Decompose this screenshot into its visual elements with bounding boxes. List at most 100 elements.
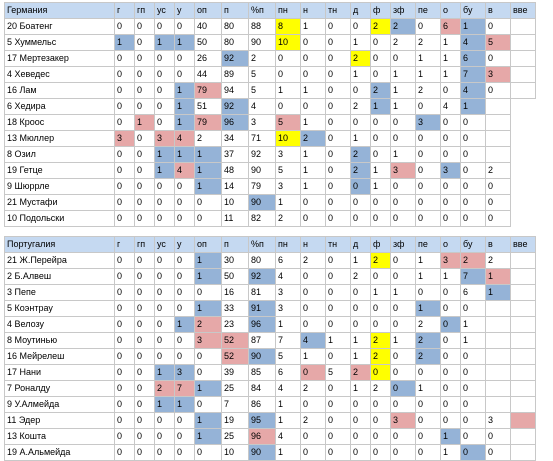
stat-cell [485, 130, 511, 147]
stat-cell: 0 [460, 130, 486, 147]
player-name-cell: 16 Лам [4, 82, 115, 99]
stat-cell [510, 252, 536, 269]
stat-cell: 0 [325, 412, 351, 429]
player-row: 20 Боатенг 0 0 0 0 40 80 88 8 1 0 0 2 2 0 6 1 0 [4, 18, 536, 35]
stat-cell: 0 [460, 364, 486, 381]
stat-cell: 0 [350, 284, 371, 301]
stat-cell: 0 [440, 300, 461, 317]
stat-cell: 79 [248, 178, 276, 195]
stat-cell: 2 [370, 82, 391, 99]
stat-cell: 50 [194, 34, 222, 51]
stat-cell: 6 [275, 252, 301, 269]
stat-cell: 71 [248, 130, 276, 147]
stat-header: пе [415, 236, 441, 253]
stat-cell: 0 [350, 82, 371, 99]
stat-cell: 0 [390, 348, 416, 365]
stat-cell: 2 [154, 380, 175, 397]
stat-cell [510, 34, 536, 51]
stat-cell: 96 [248, 316, 276, 333]
stat-cell: 1 [154, 34, 175, 51]
stat-cell: 1 [350, 252, 371, 269]
stat-cell: 0 [174, 300, 195, 317]
stat-cell: 0 [154, 332, 175, 349]
stat-cell: 3 [390, 412, 416, 429]
stat-cell: 10 [221, 194, 249, 211]
stat-cell: 16 [221, 284, 249, 301]
stat-cell: 1 [415, 268, 441, 285]
stat-cell: 2 [485, 162, 511, 179]
stat-cell: 0 [415, 146, 441, 163]
stat-cell: 33 [221, 300, 249, 317]
stat-cell: 5 [275, 348, 301, 365]
stat-cell: 2 [415, 332, 441, 349]
stat-cell: 0 [154, 66, 175, 83]
player-row: 5 Хуммельс 1 0 1 1 50 80 90 10 0 0 1 0 2 2 1 4 5 [4, 34, 536, 51]
stat-cell: 0 [325, 348, 351, 365]
stat-cell: 0 [415, 98, 441, 115]
stat-cell: 0 [114, 284, 135, 301]
player-name-cell: 16 Мейрелеш [4, 348, 115, 365]
stat-cell: 0 [325, 82, 351, 99]
stat-cell: 0 [370, 412, 391, 429]
stat-cell: 1 [415, 300, 441, 317]
stat-cell: 1 [194, 146, 222, 163]
stat-cell: 1 [390, 146, 416, 163]
stat-cell: 0 [390, 364, 416, 381]
stat-cell: 86 [248, 396, 276, 413]
stat-cell: 1 [194, 380, 222, 397]
stat-cell [485, 396, 511, 413]
stat-cell: 95 [248, 412, 276, 429]
stat-header: тн [325, 2, 351, 19]
stat-cell: 0 [154, 300, 175, 317]
player-row: 13 Кошта 0 0 0 0 1 25 96 4 0 0 0 0 0 0 1 0 0 [4, 428, 536, 445]
stat-cell: 0 [154, 316, 175, 333]
stat-cell: 5 [325, 364, 351, 381]
stat-cell: 0 [114, 364, 135, 381]
stat-cell: 0 [300, 284, 326, 301]
stat-cell [510, 50, 536, 67]
stat-cell [510, 82, 536, 99]
stat-cell [510, 66, 536, 83]
stat-cell: 0 [174, 444, 195, 461]
stat-cell: 2 [415, 348, 441, 365]
stat-cell: 0 [390, 178, 416, 195]
player-row: 17 Нани 0 0 1 3 0 39 85 6 0 5 2 0 0 0 0 0 [4, 364, 536, 381]
stat-cell: 1 [300, 82, 326, 99]
stat-header: %п [248, 236, 276, 253]
stat-cell: 0 [114, 178, 135, 195]
player-row: 2 Б.Алвеш 0 0 0 0 1 50 92 4 0 0 2 0 0 1 1 7 1 [4, 268, 536, 285]
stat-cell: 25 [221, 380, 249, 397]
stat-cell [510, 380, 536, 397]
stat-cell: 0 [154, 82, 175, 99]
stat-cell: 3 [415, 114, 441, 131]
player-row: 11 Эдер 0 0 0 0 1 19 95 1 2 0 0 0 3 0 0 0 3 [4, 412, 536, 429]
portugal-header-row: Португалия г гп ус у оп п %п пн н тн д ф зф пе о бу в вве [4, 236, 536, 253]
stat-cell: 1 [194, 412, 222, 429]
stat-cell: 1 [300, 18, 326, 35]
stat-cell: 11 [221, 210, 249, 227]
stat-header: о [440, 236, 461, 253]
stat-cell: 0 [174, 194, 195, 211]
stat-cell: 3 [440, 252, 461, 269]
stat-cell [510, 364, 536, 381]
stat-cell: 0 [300, 364, 326, 381]
stat-cell: 0 [440, 348, 461, 365]
stat-header: тн [325, 236, 351, 253]
stat-cell: 0 [174, 66, 195, 83]
stat-cell: 1 [390, 82, 416, 99]
stat-cell [485, 380, 511, 397]
stat-header: пе [415, 2, 441, 19]
stat-cell [510, 428, 536, 445]
stat-cell [485, 332, 511, 349]
stat-header: %п [248, 2, 276, 19]
stat-cell: 3 [275, 300, 301, 317]
stat-cell: 0 [134, 396, 155, 413]
stat-cell: 1 [350, 348, 371, 365]
stat-header: у [174, 2, 195, 19]
player-name-cell: 10 Подольски [4, 210, 115, 227]
stat-cell: 3 [114, 130, 135, 147]
stat-cell: 0 [440, 146, 461, 163]
stat-cell: 0 [114, 66, 135, 83]
stat-cell: 1 [114, 34, 135, 51]
stat-cell [510, 284, 536, 301]
